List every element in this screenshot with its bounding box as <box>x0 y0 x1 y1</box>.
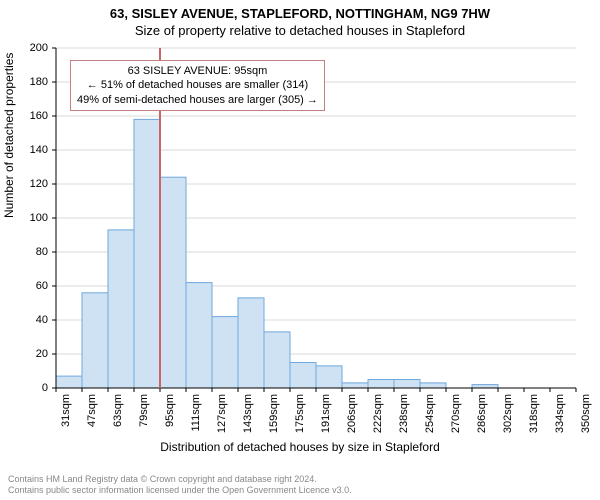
histogram-bar <box>264 332 290 388</box>
histogram-bar <box>238 298 264 388</box>
y-tick-label: 120 <box>8 178 48 190</box>
y-tick-label: 40 <box>8 314 48 326</box>
annotation-line-3: 49% of semi-detached houses are larger (… <box>77 93 318 107</box>
histogram-bar <box>82 293 108 388</box>
histogram-bar <box>472 385 498 388</box>
histogram-bar <box>108 230 134 388</box>
footer-line-2: Contains public sector information licen… <box>8 485 352 496</box>
histogram-bar <box>134 119 160 388</box>
histogram-bar <box>316 366 342 388</box>
footer-line-1: Contains HM Land Registry data © Crown c… <box>8 474 352 485</box>
histogram-bar <box>56 376 82 388</box>
page-subtitle: Size of property relative to detached ho… <box>0 21 600 38</box>
histogram-bar <box>342 383 368 388</box>
y-tick-label: 20 <box>8 348 48 360</box>
histogram-bar <box>368 380 394 389</box>
annotation-line-2: ← 51% of detached houses are smaller (31… <box>77 78 318 92</box>
histogram-bar <box>186 283 212 388</box>
y-tick-label: 200 <box>8 42 48 54</box>
y-tick-label: 0 <box>8 382 48 394</box>
y-tick-label: 100 <box>8 212 48 224</box>
y-tick-label: 60 <box>8 280 48 292</box>
histogram-bar <box>212 317 238 388</box>
x-axis-label: Distribution of detached houses by size … <box>0 440 600 454</box>
y-tick-label: 140 <box>8 144 48 156</box>
footer-attribution: Contains HM Land Registry data © Crown c… <box>8 474 352 497</box>
annotation-line-1: 63 SISLEY AVENUE: 95sqm <box>77 64 318 78</box>
y-tick-label: 180 <box>8 76 48 88</box>
y-tick-label: 160 <box>8 110 48 122</box>
histogram-bar <box>290 363 316 389</box>
page-title: 63, SISLEY AVENUE, STAPLEFORD, NOTTINGHA… <box>0 0 600 21</box>
histogram-bar <box>420 383 446 388</box>
annotation-box: 63 SISLEY AVENUE: 95sqm← 51% of detached… <box>70 60 325 111</box>
y-tick-label: 80 <box>8 246 48 258</box>
histogram-bar <box>160 177 186 388</box>
histogram-bar <box>394 380 420 389</box>
chart-container: { "header": { "address": "63, SISLEY AVE… <box>0 0 600 500</box>
